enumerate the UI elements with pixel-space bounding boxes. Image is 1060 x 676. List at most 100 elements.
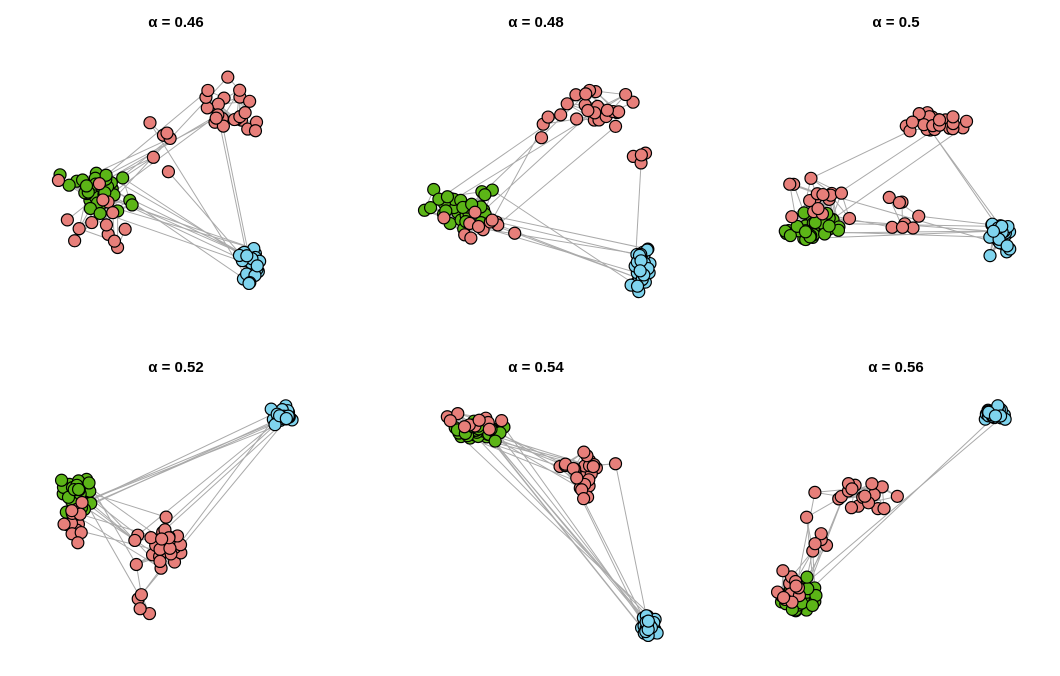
node [221,70,235,84]
node [805,598,820,613]
node [243,94,257,108]
edge [90,207,254,267]
node [54,473,69,487]
node [508,226,522,240]
node [92,177,107,191]
node [811,201,825,216]
node [816,187,830,202]
node [472,413,486,427]
node [814,527,828,541]
edge [488,433,594,468]
node [129,557,143,572]
edge [72,512,162,569]
node [85,215,99,230]
node [634,148,648,162]
node [834,186,849,200]
node [630,279,645,293]
node [96,193,110,207]
node [586,459,600,474]
edge [164,416,290,531]
node [560,97,574,111]
node [146,150,160,164]
titles: α = 0.46 α = 0.48 α = 0.5 α = 0.52 α = 0.54 α… [148,14,924,376]
panel-title: α = 0.56 [868,359,924,376]
node [577,492,591,506]
node [478,188,492,202]
node [248,124,263,138]
node [1000,239,1014,253]
node [75,495,89,510]
panel-title: α = 0.52 [148,359,204,376]
node [890,489,904,503]
node [808,485,822,499]
node [65,504,79,518]
node [155,532,169,546]
edge [72,416,284,514]
edge [485,417,647,623]
node [118,222,132,236]
edge [615,463,649,626]
edge [105,174,254,261]
node [541,110,555,124]
node [988,409,1003,423]
node [107,234,122,248]
node [457,420,472,434]
panel-title: α = 0.48 [508,14,564,31]
edge [492,189,638,287]
node [250,259,264,273]
node [892,195,907,210]
edge [483,431,642,629]
node [485,213,499,227]
node [71,482,86,497]
node [482,422,496,436]
node [79,179,94,193]
node [783,228,797,243]
node [912,107,926,121]
edge [503,426,652,634]
edge [469,106,598,224]
edge [918,215,992,226]
node [641,614,655,628]
edge [468,429,655,623]
node [789,579,803,593]
node [471,219,486,234]
node [201,83,215,98]
node [579,87,593,101]
node [106,206,120,220]
node [443,414,457,428]
node [279,411,293,426]
edge [99,183,243,254]
node [51,173,66,188]
node [57,517,71,531]
node [804,171,818,185]
node [161,165,176,179]
node [68,234,82,248]
node [577,445,591,459]
node [822,219,836,233]
node [144,531,158,545]
node [895,220,910,234]
nodes [51,70,1017,643]
edge [799,409,1002,600]
node [464,231,478,245]
node [581,103,595,118]
node [783,177,797,191]
node [468,205,482,219]
node [877,501,891,516]
node [844,501,859,515]
node [882,190,896,204]
node [842,211,857,226]
node [570,112,584,126]
node [983,249,997,263]
node [905,115,920,129]
edge [81,418,287,509]
edges [61,76,1011,636]
node [60,213,74,227]
node [440,190,455,204]
node [619,87,633,102]
edge [497,125,616,226]
node [808,537,822,551]
node [986,224,1001,238]
